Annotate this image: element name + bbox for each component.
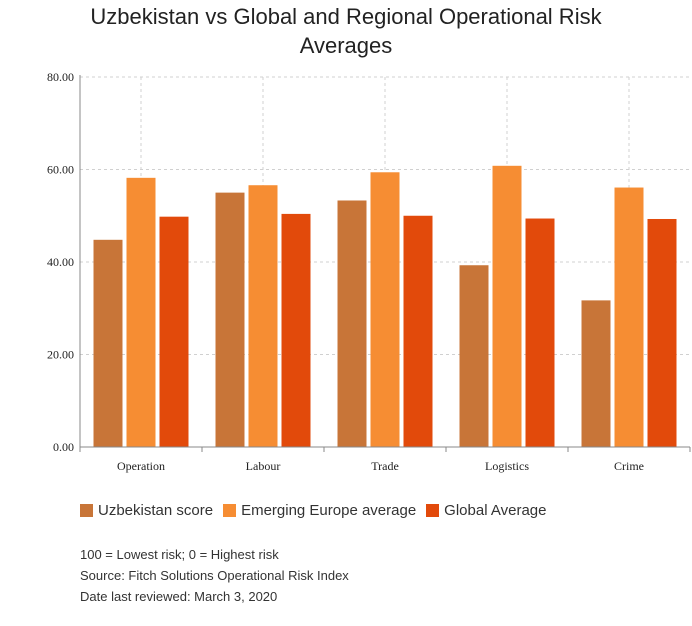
bar[interactable] (215, 192, 245, 447)
y-tick-label: 40.00 (47, 255, 74, 269)
y-tick-label: 60.00 (47, 163, 74, 177)
legend-swatch-global (426, 503, 440, 517)
bars (93, 165, 677, 448)
chart-title-line-2: Averages (299, 33, 393, 58)
legend-item-global[interactable]: Global Average (426, 502, 546, 519)
bar[interactable] (281, 213, 311, 447)
bar[interactable] (93, 239, 123, 447)
y-tick-label: 0.00 (53, 440, 74, 454)
legend-label-global: Global Average (444, 501, 547, 519)
x-axis-ticks: Operation Labour Trade Logistics Crime (117, 459, 644, 473)
legend-item-emerging-europe[interactable]: Emerging Europe average (223, 502, 416, 519)
bar[interactable] (459, 265, 489, 447)
bar[interactable] (614, 187, 644, 447)
bar[interactable] (159, 216, 189, 447)
note-date-reviewed: Date last reviewed: March 3, 2020 (80, 589, 278, 604)
y-tick-label: 20.00 (47, 348, 74, 362)
x-tick-label: Logistics (485, 459, 529, 473)
bar[interactable] (492, 165, 522, 448)
legend: Uzbekistan score Emerging Europe average… (80, 500, 556, 520)
legend-item-uzbekistan[interactable]: Uzbekistan score (80, 502, 213, 519)
bar[interactable] (647, 218, 677, 447)
legend-swatch-uzbekistan (80, 503, 93, 517)
x-tick-label: Labour (246, 459, 281, 473)
note-source: Source: Fitch Solutions Operational Risk… (80, 568, 349, 583)
bar[interactable] (126, 177, 156, 447)
bar[interactable] (525, 218, 555, 447)
legend-label-emerging-europe: Emerging Europe average (241, 501, 417, 519)
chart-notes: 100 = Lowest risk; 0 = Highest risk Sour… (80, 544, 349, 607)
note-risk-scale: 100 = Lowest risk; 0 = Highest risk (80, 547, 279, 562)
chart-title: Uzbekistan vs Global and Regional Operat… (0, 2, 692, 60)
x-tick-label: Crime (614, 459, 644, 473)
x-tick-label: Operation (117, 459, 165, 473)
y-tick-label: 80.00 (47, 70, 74, 84)
bar[interactable] (581, 300, 611, 447)
bar-chart: 0.00 20.00 40.00 60.00 80.00 Operation Labour… (47, 70, 691, 473)
axes (79, 75, 691, 452)
legend-swatch-emerging-europe (223, 503, 237, 517)
y-axis-ticks: 0.00 20.00 40.00 60.00 80.00 (47, 70, 74, 454)
bar[interactable] (248, 185, 278, 447)
chart-title-line-1: Uzbekistan vs Global and Regional Operat… (90, 4, 602, 29)
bar[interactable] (337, 200, 367, 447)
legend-label-uzbekistan: Uzbekistan score (98, 501, 214, 519)
bar[interactable] (403, 215, 433, 447)
bar[interactable] (370, 172, 400, 447)
x-tick-label: Trade (371, 459, 399, 473)
